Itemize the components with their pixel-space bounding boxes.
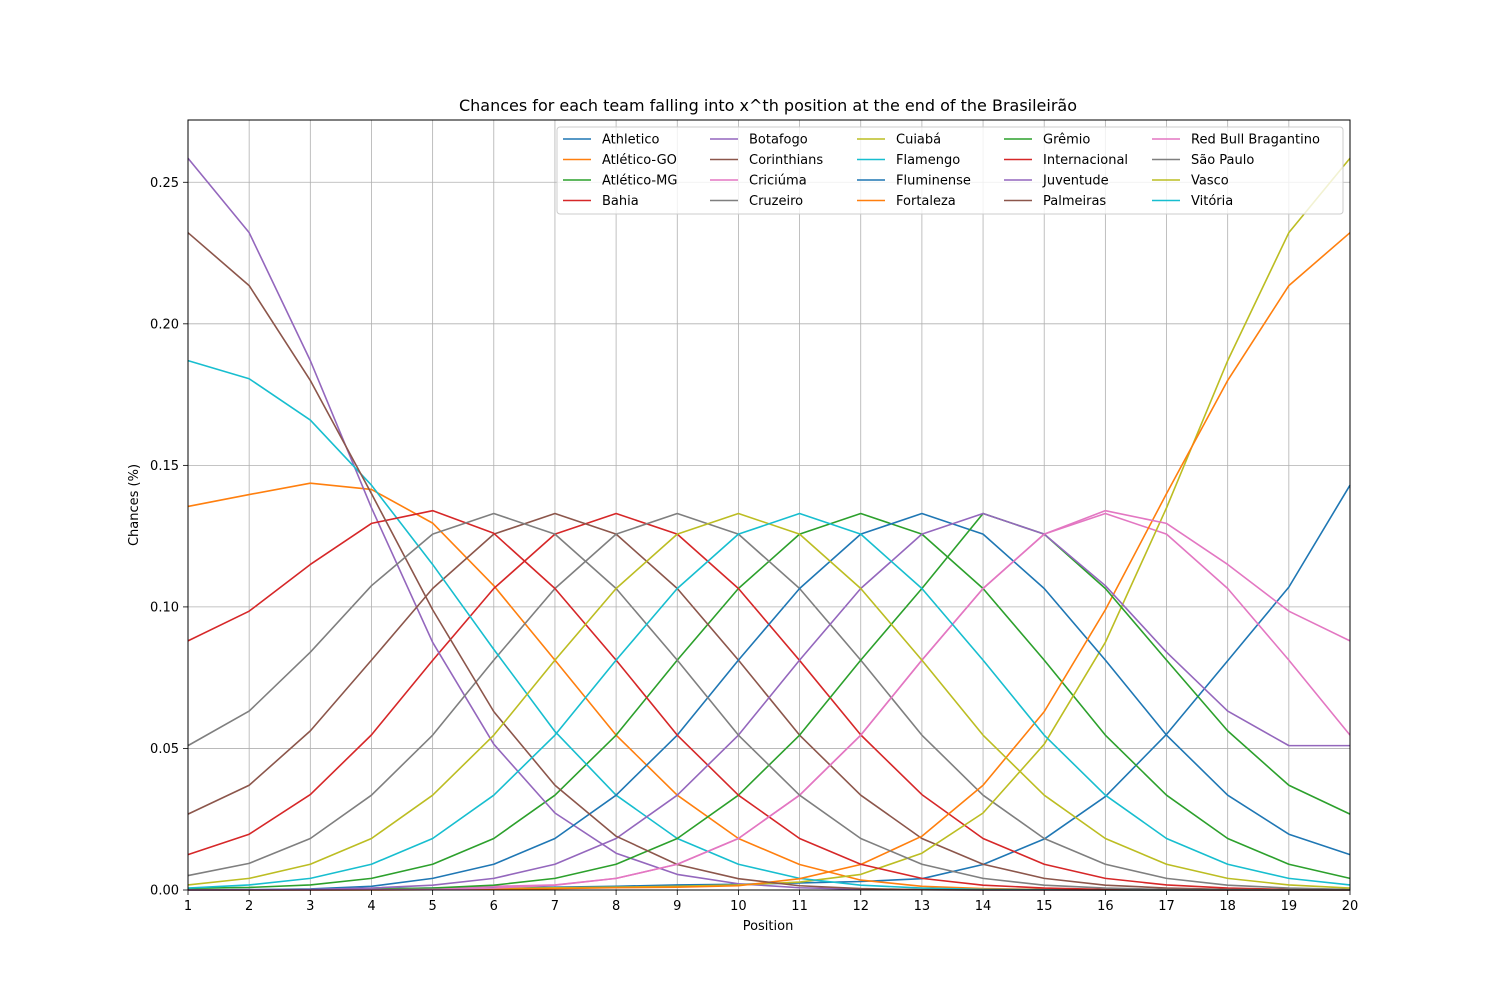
legend-label: Flamengo [896, 153, 960, 168]
legend-label: Corinthians [749, 153, 823, 168]
x-tick-label: 9 [673, 899, 681, 914]
legend-box [556, 126, 1344, 215]
plot-frame [187, 119, 1351, 891]
y-tick-label: 0.05 [150, 742, 179, 757]
legend-label: Fluminense [896, 174, 971, 189]
x-tick-label: 19 [1281, 899, 1298, 914]
series-line-vitoria [187, 512, 1351, 889]
y-tick-label: 0.25 [150, 176, 179, 191]
legend-label: Grêmio [1043, 133, 1090, 148]
x-tick-label: 11 [791, 899, 808, 914]
x-tick-label: 6 [490, 899, 498, 914]
chart-title: Chances for each team falling into x^th … [459, 96, 1077, 115]
x-axis-label: Position [743, 919, 794, 934]
y-axis-label: Chances (%) [127, 464, 142, 546]
x-tick-label: 13 [914, 899, 931, 914]
x-axis-ticks: 1 2 3 4 5 6 7 8 9 10 11 12 13 14 15 16 17 18 19 20 [184, 890, 1358, 914]
x-tick-label: 8 [612, 899, 620, 914]
y-tick-label: 0.15 [150, 459, 179, 474]
legend-label: Red Bull Bragantino [1191, 133, 1320, 148]
legend-label: Internacional [1043, 153, 1128, 168]
x-tick-label: 2 [245, 899, 253, 914]
legend-label: Vasco [1191, 174, 1229, 189]
legend-label: Fortaleza [896, 194, 956, 209]
legend-label: Atlético-MG [602, 174, 677, 189]
x-tick-label: 1 [184, 899, 192, 914]
x-tick-label: 12 [852, 899, 869, 914]
x-tick-label: 10 [730, 899, 747, 914]
legend-label: Cruzeiro [749, 194, 803, 209]
legend-items: Athletico Atlético-GO Atlético-MG Bahia Bota… [563, 133, 1320, 209]
legend-label: Botafogo [749, 133, 808, 148]
x-tick-label: 17 [1158, 899, 1175, 914]
y-tick-label: 0.20 [150, 317, 179, 332]
series-line-sao-paulo [187, 512, 1350, 891]
x-tick-label: 14 [975, 899, 992, 914]
y-tick-label: 0.00 [150, 884, 179, 899]
legend-label: Bahia [602, 194, 639, 209]
x-tick-label: 18 [1219, 899, 1236, 914]
x-tick-label: 16 [1097, 899, 1114, 914]
x-tick-label: 20 [1342, 899, 1359, 914]
legend-label: Vitória [1191, 194, 1233, 209]
legend: Athletico Atlético-GO Atlético-MG Bahia Bota… [556, 126, 1344, 215]
y-axis-ticks: 0.00 0.05 0.10 0.15 0.20 0.25 [150, 176, 188, 899]
legend-label: Athletico [602, 133, 659, 148]
legend-label: Juventude [1042, 174, 1109, 189]
legend-label: São Paulo [1191, 153, 1254, 168]
series-line-fluminense [187, 512, 1351, 891]
y-tick-label: 0.10 [150, 600, 179, 615]
legend-label: Atlético-GO [602, 153, 677, 168]
legend-label: Palmeiras [1043, 194, 1106, 209]
x-tick-label: 5 [428, 899, 436, 914]
legend-label: Criciúma [749, 174, 807, 189]
series-line-juventude [187, 512, 1350, 891]
series-line-cruzeiro [187, 512, 1351, 891]
legend-label: Cuiabá [896, 133, 941, 148]
x-tick-label: 3 [306, 899, 314, 914]
x-tick-label: 7 [551, 899, 559, 914]
x-tick-label: 4 [367, 899, 375, 914]
x-tick-label: 15 [1036, 899, 1053, 914]
